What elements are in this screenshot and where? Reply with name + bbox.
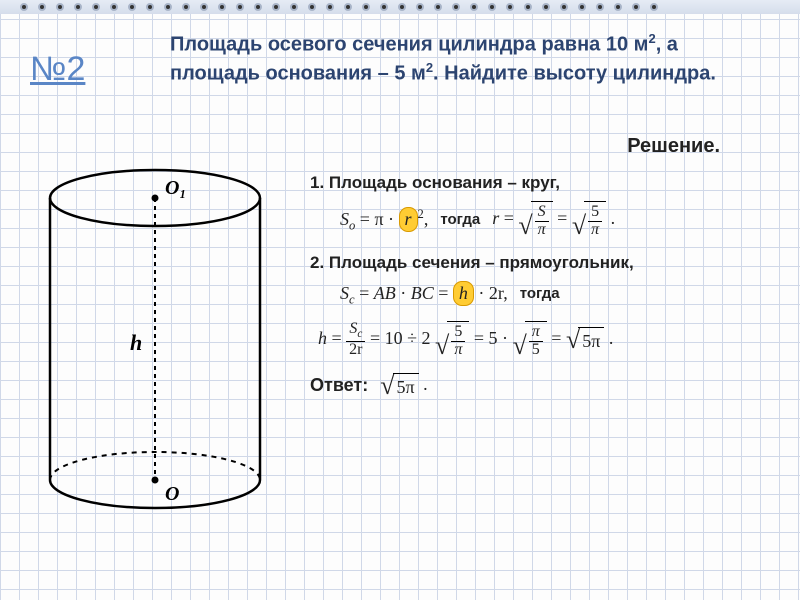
cylinder-diagram: O₁ O h: [30, 150, 280, 520]
answer-row: Ответ: √5π .: [310, 373, 780, 399]
formula-section-area: Sс = AB · BC = h · 2r, тогда: [340, 281, 780, 308]
problem-number: №2: [30, 50, 85, 89]
formula-base-area: Sо = π · r2, тогда r = √Sπ = √5π .: [340, 201, 780, 239]
formula-height-derivation: h = Sс2r = 10 ÷ 2 √5π = 5 · √π5 = √5π .: [318, 321, 780, 359]
label-o1: O₁: [165, 177, 186, 199]
answer-label: Ответ:: [310, 375, 368, 396]
spiral-binding: [0, 0, 800, 14]
step-1: 1. Площадь основания – круг,: [310, 173, 770, 193]
solution-title: Решение.: [300, 135, 720, 158]
problem-statement: Площадь осевого сечения цилиндра равна 1…: [170, 30, 730, 87]
solution-block: Решение. 1. Площадь основания – круг, Sо…: [300, 135, 780, 399]
step-2: 2. Площадь сечения – прямоугольник,: [310, 253, 770, 273]
label-h: h: [130, 330, 142, 355]
label-o: O: [165, 483, 179, 505]
